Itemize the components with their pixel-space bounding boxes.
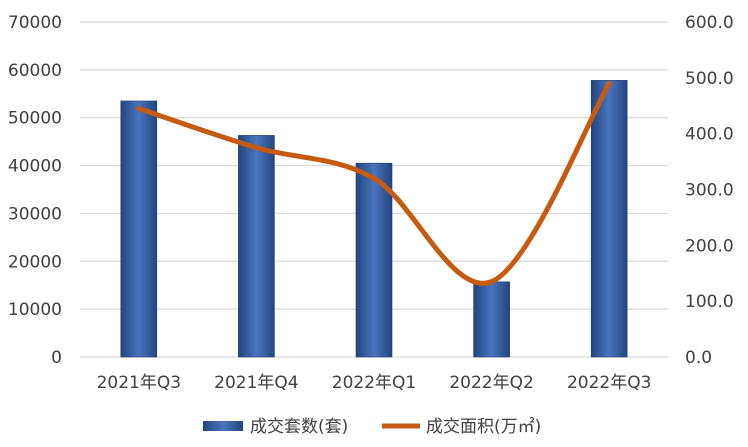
right-tick-label: 100.0 (685, 292, 734, 312)
left-tick-label: 20000 (8, 252, 62, 272)
category-label: 2022年Q2 (449, 373, 533, 393)
left-tick-label: 30000 (8, 204, 62, 224)
right-tick-label: 500.0 (685, 69, 734, 89)
legend-bar-swatch (203, 421, 243, 431)
bar (590, 80, 628, 358)
line-series (136, 80, 612, 286)
bar-series (120, 80, 628, 358)
left-tick-label: 40000 (8, 157, 62, 177)
right-tick-label: 200.0 (685, 236, 734, 256)
legend-bar-label: 成交套数(套) (250, 417, 348, 437)
bar (120, 100, 158, 358)
left-tick-label: 70000 (8, 13, 62, 33)
left-tick-label: 60000 (8, 61, 62, 81)
right-tick-label: 300.0 (685, 181, 734, 201)
left-tick-label: 10000 (8, 300, 62, 320)
left-axis-ticks: 0 10000 20000 30000 40000 50000 60000 70000 (8, 13, 62, 368)
left-tick-label: 50000 (8, 109, 62, 129)
legend: 成交套数(套) 成交面积(万㎡) (203, 417, 541, 437)
left-tick-label: 0 (51, 348, 62, 368)
category-label: 2021年Q4 (214, 373, 298, 393)
category-label: 2022年Q1 (332, 373, 416, 393)
right-tick-label: 600.0 (685, 13, 734, 33)
legend-line-label: 成交面积(万㎡) (426, 417, 541, 437)
bar (473, 281, 510, 358)
line-path (136, 80, 612, 286)
bar (238, 135, 275, 358)
bar (355, 162, 393, 358)
category-label: 2022年Q3 (567, 373, 651, 393)
right-tick-label: 0.0 (685, 348, 712, 368)
right-tick-label: 400.0 (685, 125, 734, 145)
right-axis-ticks: 0.0 100.0 200.0 300.0 400.0 500.0 600.0 (685, 13, 734, 368)
category-labels: 2021年Q3 2021年Q4 2022年Q1 2022年Q2 2022年Q3 (97, 373, 652, 393)
category-label: 2021年Q3 (97, 373, 181, 393)
